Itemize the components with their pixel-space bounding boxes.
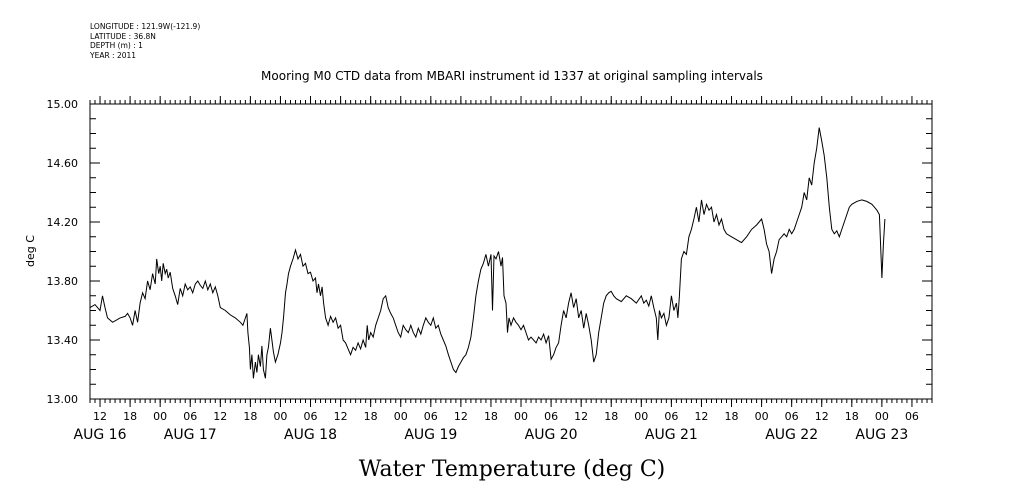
x-date-label: AUG 20 xyxy=(525,427,578,443)
x-hour-label: 06 xyxy=(664,410,678,423)
x-date-label: AUG 23 xyxy=(855,427,908,443)
y-tick-label: 13.40 xyxy=(47,334,79,347)
y-tick-label: 15.00 xyxy=(47,98,79,111)
x-hour-label: 12 xyxy=(815,410,829,423)
x-hour-label: 18 xyxy=(364,410,378,423)
x-date-label: AUG 19 xyxy=(404,427,457,443)
x-ticks: 12 18 00 06 12 18 00 06 12 18 00 06 12 18 00 06 12 18 00 06… xyxy=(74,96,933,443)
x-hour-label: 18 xyxy=(845,410,859,423)
x-date-label: AUG 21 xyxy=(645,427,698,443)
x-hour-label: 00 xyxy=(153,410,167,423)
x-hour-label: 18 xyxy=(604,410,618,423)
x-hour-label: 18 xyxy=(725,410,739,423)
x-hour-label: 06 xyxy=(544,410,558,423)
metadata-block: LONGITUDE : 121.9W(-121.9) LATITUDE : 36… xyxy=(90,22,200,60)
x-hour-label: 00 xyxy=(875,410,889,423)
meta-longitude: LONGITUDE : 121.9W(-121.9) xyxy=(90,22,201,31)
x-hour-label: 06 xyxy=(304,410,318,423)
x-hour-label: 00 xyxy=(634,410,648,423)
x-hour-label: 12 xyxy=(694,410,708,423)
x-hour-label: 12 xyxy=(574,410,588,423)
x-hour-label: 18 xyxy=(243,410,257,423)
x-hour-label: 12 xyxy=(454,410,468,423)
chart-title: Mooring M0 CTD data from MBARI instrumen… xyxy=(261,69,763,83)
x-date-label: AUG 18 xyxy=(284,427,337,443)
x-hour-label: 00 xyxy=(394,410,408,423)
plot-frame xyxy=(89,103,933,400)
meta-latitude: LATITUDE : 36.8N xyxy=(90,31,156,41)
x-hour-label: 00 xyxy=(755,410,769,423)
x-hour-label: 12 xyxy=(213,410,227,423)
x-hour-label: 06 xyxy=(424,410,438,423)
x-hour-label: 12 xyxy=(93,410,107,423)
x-hour-label: 06 xyxy=(785,410,799,423)
y-ticks: 13.00 13.40 13.80 14.20 14.60 15.00 xyxy=(47,98,932,406)
meta-depth: DEPTH (m) : 1 xyxy=(90,41,143,50)
x-hour-label: 00 xyxy=(273,410,287,423)
y-tick-label: 13.00 xyxy=(47,393,79,406)
y-tick-label: 13.80 xyxy=(47,275,79,288)
x-hour-label: 18 xyxy=(123,410,137,423)
y-axis-label: deg C xyxy=(24,235,37,267)
x-hour-label: 12 xyxy=(334,410,348,423)
y-tick-label: 14.20 xyxy=(47,216,79,229)
x-date-label: AUG 16 xyxy=(74,427,127,443)
x-hour-label: 06 xyxy=(905,410,919,423)
x-hour-label: 06 xyxy=(183,410,197,423)
x-axis-label: Water Temperature (deg C) xyxy=(359,457,666,482)
x-hour-label: 18 xyxy=(484,410,498,423)
x-date-label: AUG 22 xyxy=(765,427,818,443)
temperature-series-line xyxy=(89,127,886,379)
meta-year: YEAR : 2011 xyxy=(90,50,137,60)
y-tick-label: 14.60 xyxy=(47,157,79,170)
x-date-label: AUG 17 xyxy=(164,427,217,443)
x-hour-label: 00 xyxy=(514,410,528,423)
